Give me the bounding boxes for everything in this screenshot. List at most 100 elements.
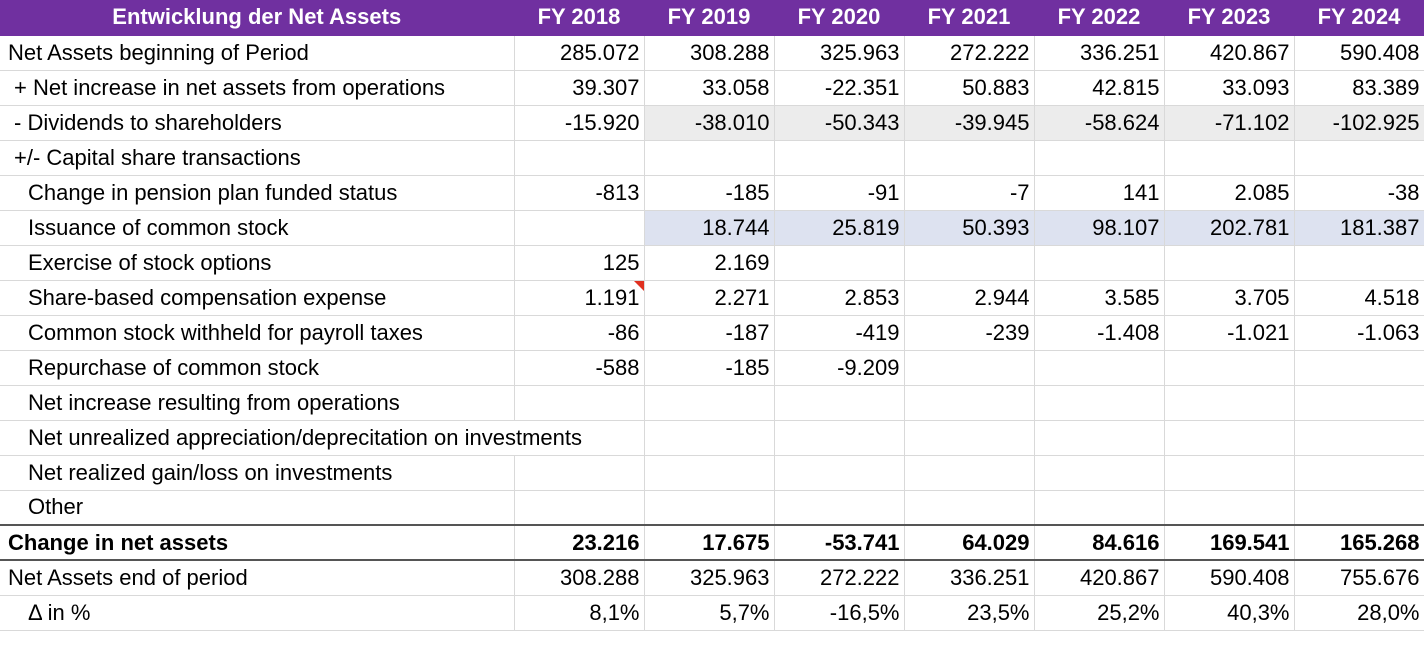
value-cell[interactable]: -71.102 — [1164, 105, 1295, 141]
value-cell[interactable]: 3.705 — [1164, 280, 1295, 316]
value-cell[interactable] — [904, 385, 1035, 421]
value-cell[interactable] — [644, 490, 775, 526]
value-cell[interactable] — [904, 140, 1035, 176]
row-label-cell[interactable]: Repurchase of common stock — [0, 350, 515, 386]
value-cell[interactable]: -185 — [644, 350, 775, 386]
value-cell[interactable]: 2.853 — [774, 280, 905, 316]
row-label-cell[interactable]: Net increase resulting from operations — [0, 385, 515, 421]
value-cell[interactable] — [1164, 385, 1295, 421]
row-label-cell[interactable]: Share-based compensation expense — [0, 280, 515, 316]
year-header-cell[interactable]: FY 2023 — [1164, 0, 1295, 36]
value-cell[interactable] — [1164, 455, 1295, 491]
value-cell[interactable] — [644, 385, 775, 421]
value-cell[interactable]: 420.867 — [1164, 35, 1295, 71]
row-label-cell[interactable]: +/- Capital share transactions — [0, 140, 515, 176]
value-cell[interactable]: 169.541 — [1164, 524, 1295, 561]
value-cell[interactable] — [904, 420, 1035, 456]
year-header-cell[interactable]: FY 2022 — [1034, 0, 1165, 36]
value-cell[interactable] — [644, 455, 775, 491]
value-cell[interactable] — [1164, 140, 1295, 176]
value-cell[interactable]: 17.675 — [644, 524, 775, 561]
value-cell[interactable]: -58.624 — [1034, 105, 1165, 141]
value-cell[interactable] — [774, 385, 905, 421]
year-header-cell[interactable]: FY 2024 — [1294, 0, 1424, 36]
value-cell[interactable]: 33.093 — [1164, 70, 1295, 106]
value-cell[interactable] — [1034, 245, 1165, 281]
value-cell[interactable]: -15.920 — [514, 105, 645, 141]
row-label-cell[interactable]: Net Assets end of period — [0, 559, 515, 596]
value-cell[interactable] — [514, 490, 645, 526]
row-label-cell[interactable]: Exercise of stock options — [0, 245, 515, 281]
value-cell[interactable]: 285.072 — [514, 35, 645, 71]
row-label-cell[interactable]: Issuance of common stock — [0, 210, 515, 246]
value-cell[interactable]: 308.288 — [514, 559, 645, 596]
value-cell[interactable] — [774, 140, 905, 176]
value-cell[interactable]: 23,5% — [904, 595, 1035, 631]
value-cell[interactable]: 590.408 — [1164, 559, 1295, 596]
value-cell[interactable]: 28,0% — [1294, 595, 1424, 631]
value-cell[interactable]: 336.251 — [1034, 35, 1165, 71]
value-cell[interactable]: 2.944 — [904, 280, 1035, 316]
value-cell[interactable] — [1034, 490, 1165, 526]
value-cell[interactable]: 39.307 — [514, 70, 645, 106]
value-cell[interactable]: 2.271 — [644, 280, 775, 316]
value-cell[interactable]: -7 — [904, 175, 1035, 211]
value-cell[interactable] — [1294, 245, 1424, 281]
value-cell[interactable] — [774, 245, 905, 281]
value-cell[interactable]: 25,2% — [1034, 595, 1165, 631]
value-cell[interactable] — [1294, 385, 1424, 421]
value-cell[interactable]: 420.867 — [1034, 559, 1165, 596]
value-cell[interactable]: 590.408 — [1294, 35, 1424, 71]
row-label-cell[interactable]: - Dividends to shareholders — [0, 105, 515, 141]
value-cell[interactable]: -16,5% — [774, 595, 905, 631]
value-cell[interactable]: -38 — [1294, 175, 1424, 211]
value-cell[interactable]: 64.029 — [904, 524, 1035, 561]
row-label-cell[interactable]: Δ in % — [0, 595, 515, 631]
value-cell[interactable] — [644, 140, 775, 176]
value-cell[interactable] — [1034, 420, 1165, 456]
value-cell[interactable] — [1294, 140, 1424, 176]
value-cell[interactable]: 40,3% — [1164, 595, 1295, 631]
value-cell[interactable]: 42.815 — [1034, 70, 1165, 106]
value-cell[interactable]: 165.268 — [1294, 524, 1424, 561]
value-cell[interactable]: -39.945 — [904, 105, 1035, 141]
value-cell[interactable]: 141 — [1034, 175, 1165, 211]
value-cell[interactable]: 23.216 — [514, 524, 645, 561]
row-label-cell[interactable]: Net Assets beginning of Period — [0, 35, 515, 71]
value-cell[interactable]: -86 — [514, 315, 645, 351]
value-cell[interactable]: -419 — [774, 315, 905, 351]
value-cell[interactable] — [904, 455, 1035, 491]
value-cell[interactable] — [1164, 350, 1295, 386]
year-header-cell[interactable]: FY 2019 — [644, 0, 775, 36]
value-cell[interactable] — [1294, 350, 1424, 386]
value-cell[interactable]: 8,1% — [514, 595, 645, 631]
value-cell[interactable]: -91 — [774, 175, 905, 211]
value-cell[interactable] — [514, 455, 645, 491]
value-cell[interactable]: 84.616 — [1034, 524, 1165, 561]
value-cell[interactable]: 125 — [514, 245, 645, 281]
value-cell[interactable] — [514, 385, 645, 421]
value-cell[interactable]: 50.883 — [904, 70, 1035, 106]
value-cell[interactable]: 50.393 — [904, 210, 1035, 246]
year-header-cell[interactable]: FY 2018 — [514, 0, 645, 36]
value-cell[interactable]: 272.222 — [904, 35, 1035, 71]
value-cell[interactable] — [1164, 420, 1295, 456]
value-cell[interactable]: 308.288 — [644, 35, 775, 71]
value-cell[interactable]: 25.819 — [774, 210, 905, 246]
row-label-cell[interactable]: Change in pension plan funded status — [0, 175, 515, 211]
value-cell[interactable]: 33.058 — [644, 70, 775, 106]
value-cell[interactable]: -1.063 — [1294, 315, 1424, 351]
value-cell[interactable]: 2.085 — [1164, 175, 1295, 211]
value-cell[interactable]: -239 — [904, 315, 1035, 351]
value-cell[interactable]: 272.222 — [774, 559, 905, 596]
value-cell[interactable]: 18.744 — [644, 210, 775, 246]
value-cell[interactable] — [1294, 420, 1424, 456]
value-cell[interactable] — [1294, 455, 1424, 491]
value-cell[interactable]: 2.169 — [644, 245, 775, 281]
year-header-cell[interactable]: FY 2021 — [904, 0, 1035, 36]
value-cell[interactable]: -1.408 — [1034, 315, 1165, 351]
row-label-cell[interactable]: Other — [0, 490, 515, 526]
comment-indicator-icon[interactable] — [633, 280, 644, 291]
value-cell[interactable] — [774, 420, 905, 456]
value-cell[interactable] — [904, 350, 1035, 386]
